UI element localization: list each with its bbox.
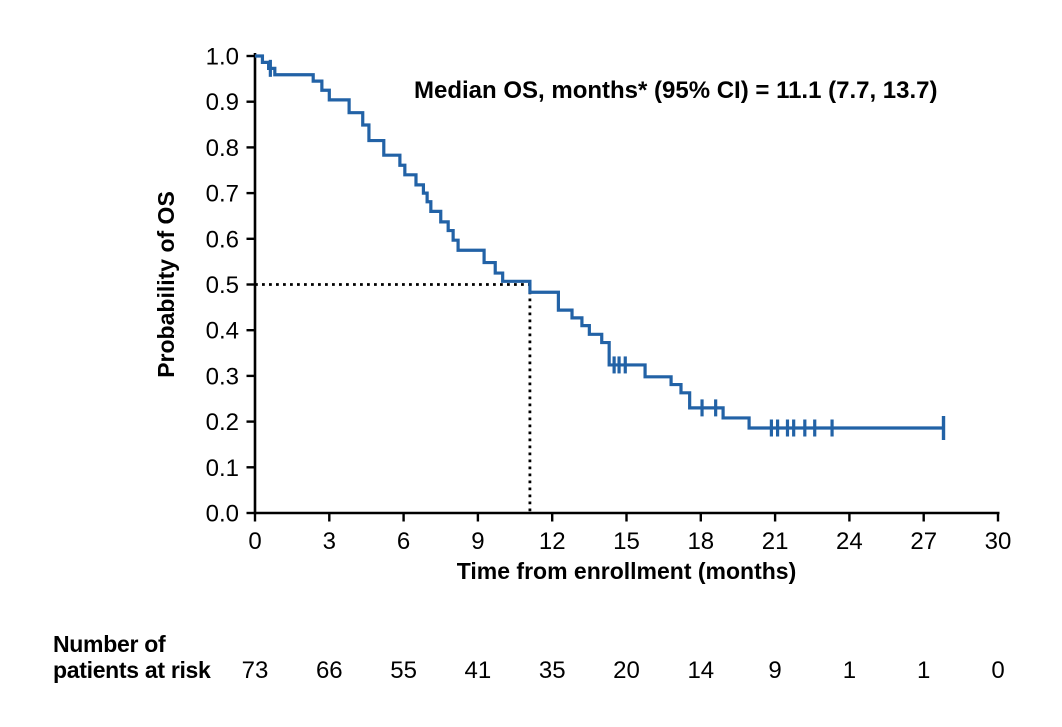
x-tick-label-27: 27: [910, 528, 937, 555]
risk-table-label-line1: Number of: [53, 631, 166, 657]
x-tick-label-18: 18: [687, 528, 714, 555]
median-reference-lines: [255, 283, 532, 513]
x-tick-label-3: 3: [323, 528, 336, 555]
km-step-curve: [255, 54, 944, 430]
x-tick-label-9: 9: [471, 528, 484, 555]
risk-table-label-line2: patients at risk: [53, 657, 211, 683]
x-axis-title: Time from enrollment (months): [457, 558, 797, 584]
risk-count-12mo: 35: [539, 657, 566, 684]
x-tick-label-24: 24: [836, 528, 863, 555]
risk-count-27mo: 1: [917, 657, 930, 684]
y-tick-label-0.7: 0.7: [206, 181, 239, 208]
y-tick-label-0.8: 0.8: [206, 135, 239, 162]
risk-count-24mo: 1: [843, 657, 856, 684]
annotation-median-os: Median OS, months* (95% CI) = 11.1 (7.7,…: [414, 77, 938, 104]
x-tick-label-30: 30: [985, 528, 1012, 555]
x-tick-label-21: 21: [762, 528, 789, 555]
risk-count-15mo: 20: [613, 657, 640, 684]
y-tick-label-0.9: 0.9: [206, 89, 239, 116]
y-tick-label-0.2: 0.2: [206, 409, 239, 436]
y-tick-label-1.0: 1.0: [206, 44, 239, 71]
y-tick-label-0.0: 0.0: [206, 501, 239, 528]
x-tick-label-0: 0: [248, 528, 261, 555]
y-tick-label-0.1: 0.1: [206, 455, 239, 482]
risk-count-3mo: 66: [316, 657, 343, 684]
risk-count-6mo: 55: [390, 657, 417, 684]
y-tick-label-0.4: 0.4: [206, 318, 239, 345]
x-tick-label-15: 15: [613, 528, 640, 555]
risk-count-9mo: 41: [465, 657, 492, 684]
axis-labels-group: 0.0 0.1 0.2 0.3 0.4 0.5 0.6 0.7 0.8 0.9 1.0 0 3 6 9 12 1…: [153, 44, 1011, 585]
y-axis-title: Probability of OS: [153, 191, 179, 378]
annotation-group: Median OS, months* (95% CI) = 11.1 (7.7,…: [414, 77, 938, 104]
risk-count-0mo: 73: [242, 657, 269, 684]
x-tick-label-12: 12: [539, 528, 566, 555]
y-tick-label-0.6: 0.6: [206, 226, 239, 253]
x-tick-label-6: 6: [397, 528, 410, 555]
y-tick-label-0.3: 0.3: [206, 363, 239, 390]
axes-group: [246, 53, 1000, 522]
risk-count-18mo: 14: [687, 657, 714, 684]
risk-count-21mo: 9: [768, 657, 781, 684]
risk-count-30mo: 0: [991, 657, 1004, 684]
survival-curve-group: [255, 54, 946, 440]
y-tick-label-0.5: 0.5: [206, 272, 239, 299]
